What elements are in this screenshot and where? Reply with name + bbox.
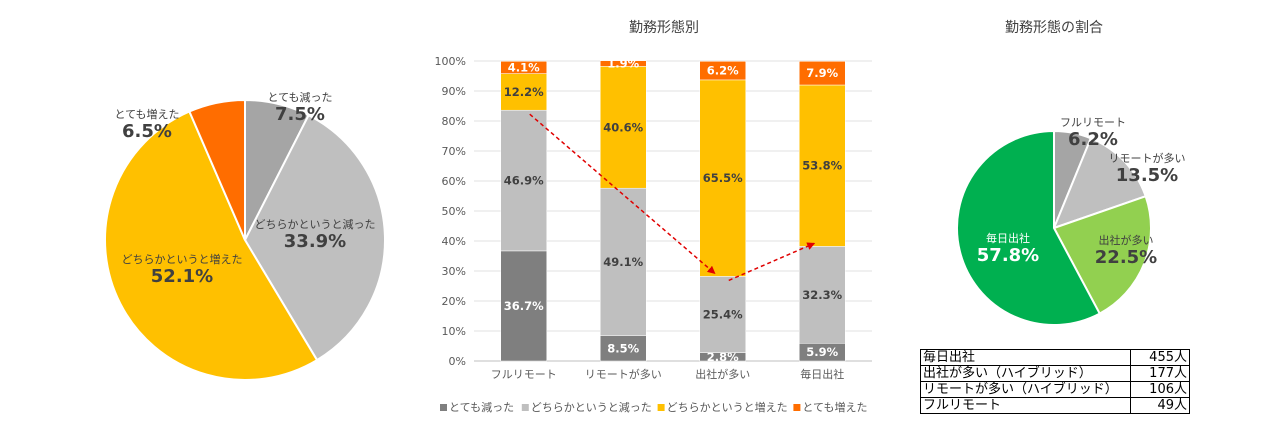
bar-data-label: 65.5% [703,171,743,185]
ratio-pie-slice-value: 13.5% [1116,165,1178,186]
ratio-pie-slice-label: リモートが多い [1109,151,1186,165]
ratio-pie-slice [1052,136,1147,230]
change-pie-slice [188,98,246,241]
respondent-count: 455人 [1130,349,1190,366]
work-style-stacked-bar-chart: 勤務形態別 0% 10% 20% 30% 40% 50% 60% 70% 80% 90% 100% 3… [435,20,872,414]
y-tick-label: 20% [442,295,466,308]
legend-label: とても増えた [802,401,867,414]
respondent-count: 49人 [1130,397,1190,414]
change-pie-slice [104,110,319,381]
x-category-label: 毎日出社 [800,367,844,381]
bar-segment [500,250,547,362]
change-pie-slice-label: どちらかというと減った [255,217,376,231]
y-tick-label: 80% [442,115,466,128]
x-category-label: リモートが多い [585,367,662,381]
bar-data-label: 8.5% [607,341,639,355]
work-style-count-table: 毎日出社 455人 出社が多い（ハイブリッド） 177人 リモートが多い（ハイブリッド）… [920,349,1190,414]
y-tick-label: 50% [442,205,466,218]
change-pie-slice-label: とても増えた [114,108,179,121]
y-tick-label: 10% [442,325,466,338]
bar-segment [600,335,647,362]
legend-swatch [521,404,529,411]
table-row: フルリモート 49人 [920,397,1190,414]
ratio-pie-slice-value: 57.8% [977,245,1039,266]
bar-data-label: 49.1% [603,255,643,269]
bar-segment [699,61,746,81]
bar-segment [699,79,746,277]
bar-segment [600,60,647,67]
y-tick-label: 100% [435,55,466,68]
work-style-label: リモートが多い（ハイブリッド） [920,381,1131,398]
bar-segment [600,66,647,189]
table-row: 出社が多い（ハイブリッド） 177人 [920,365,1190,382]
change-pie-slice-value: 33.9% [284,231,346,252]
change-pie-slice-value: 52.1% [151,266,213,287]
ratio-pie-slice-label: フルリモート [1060,116,1126,129]
trend-arrow [529,113,716,275]
bar-segment [500,109,547,252]
legend-swatch [657,404,665,411]
ratio-pie-slice-value: 6.2% [1068,129,1118,150]
bar-segment [799,84,846,247]
bar-data-label: 25.4% [703,308,743,322]
change-pie-slice-value: 7.5% [275,104,325,125]
ratio-pie-slice [956,129,1102,326]
change-pie-slice-label: どちらかというと増えた [122,253,243,266]
bar-segment [699,276,746,353]
bar-segment [600,187,647,336]
respondent-count: 106人 [1130,381,1190,398]
ratio-pie-slice-label: 出社が多い [1099,233,1154,247]
bar-segment [500,61,547,74]
bar-data-label: 32.3% [802,288,842,302]
legend-label: どちらかというと減った [531,400,652,414]
legend-label: とても減った [449,400,514,414]
legend-label: どちらかというと増えた [667,401,788,414]
trend-arrow [728,242,816,282]
ratio-chart-title: 勤務形態の割合 [1005,19,1103,36]
bar-data-label: 1.9% [607,57,639,71]
bar-data-label: 4.1% [508,60,540,74]
bar-data-label: 53.8% [802,159,842,173]
work-style-label: フルリモート [920,397,1131,414]
work-style-label: 毎日出社 [920,349,1131,366]
bar-segment [799,246,846,344]
change-pie-slice-label: とても減った [267,90,332,104]
bar-data-label: 6.2% [707,64,739,78]
bar-data-label: 46.9% [504,174,544,188]
y-tick-label: 90% [442,85,466,98]
y-tick-label: 60% [442,175,466,188]
table-row: 毎日出社 455人 [920,349,1190,366]
table-row: リモートが多い（ハイブリッド） 106人 [920,381,1190,398]
ratio-pie-slice-label: 毎日出社 [986,231,1030,245]
x-category-label: フルリモート [491,368,557,381]
bar-data-label: 12.2% [504,85,544,99]
y-tick-label: 0% [449,355,466,368]
respondent-count: 177人 [1130,365,1190,382]
bar-data-label: 2.8% [707,350,739,364]
ratio-pie-slice [1052,195,1152,315]
ratio-pie-slice-value: 22.5% [1095,247,1157,268]
bar-segment [500,73,547,111]
work-style-label: 出社が多い（ハイブリッド） [920,365,1131,382]
bar-chart-title: 勤務形態別 [629,20,699,36]
change-pie-slice-value: 6.5% [122,121,172,142]
x-category-label: 出社が多い [695,367,750,381]
y-tick-label: 40% [442,235,466,248]
bar-data-label: 7.9% [806,66,838,80]
legend-swatch [440,404,447,411]
y-tick-label: 70% [442,145,466,158]
bar-data-label: 40.6% [603,120,643,134]
legend-swatch [793,404,801,411]
bar-data-label: 36.7% [504,299,544,313]
change-pie-slice [243,113,387,362]
y-tick-label: 30% [442,265,466,278]
bar-data-label: 5.9% [806,345,838,359]
bar-segment [799,61,846,86]
